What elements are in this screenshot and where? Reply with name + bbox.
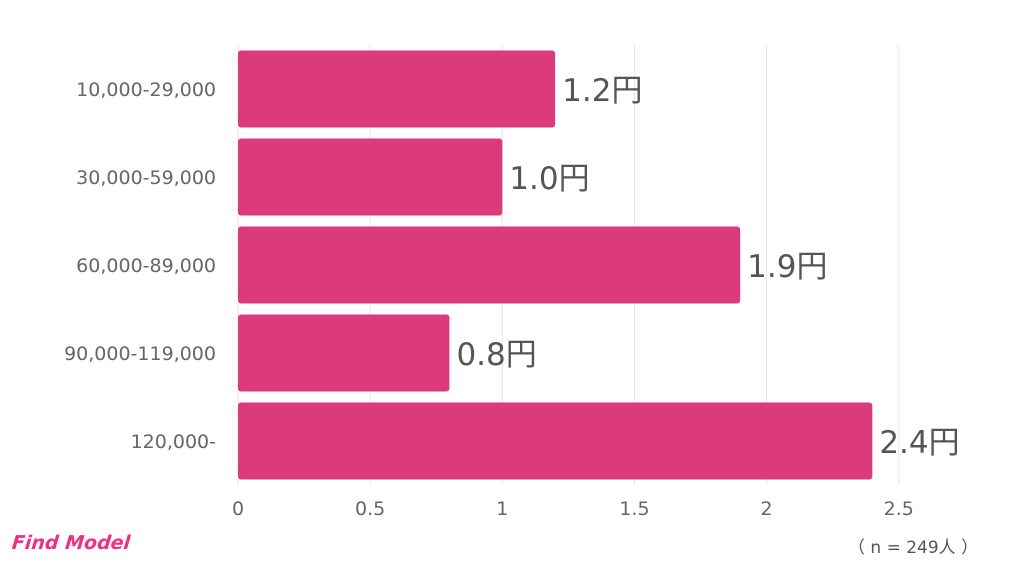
x-axis-ticks: 0 0.5 1 1.5 2 2.5 (232, 498, 914, 520)
value-label: 2.4円 (879, 425, 959, 461)
x-tick-label: 1 (496, 498, 508, 520)
value-label: 0.8円 (456, 337, 536, 373)
value-label: 1.0円 (509, 161, 589, 197)
category-label: 90,000-119,000 (64, 343, 216, 365)
bar (238, 226, 741, 304)
find-model-logo: Find Model (10, 532, 132, 554)
bar (238, 314, 450, 392)
x-tick-label: 0.5 (355, 498, 385, 520)
x-tick-label: 2 (761, 498, 773, 520)
x-tick-label: 0 (232, 498, 244, 520)
x-tick-label: 2.5 (884, 498, 914, 520)
category-label: 120,000- (131, 431, 216, 453)
category-labels: 10,000-29,000 30,000-59,000 60,000-89,000 9… (64, 79, 216, 453)
bar (238, 138, 503, 216)
bars (238, 50, 873, 480)
bar (238, 50, 556, 128)
x-tick-label: 1.5 (619, 498, 649, 520)
sample-size-note: （ n = 249人 ） (848, 538, 979, 558)
value-label: 1.9円 (747, 249, 827, 285)
value-labels: 1.2円 1.0円 1.9円 0.8円 2.4円 (456, 73, 959, 461)
category-label: 60,000-89,000 (76, 255, 216, 277)
category-label: 10,000-29,000 (76, 79, 216, 101)
value-label: 1.2円 (562, 73, 642, 109)
category-label: 30,000-59,000 (76, 167, 216, 189)
bar (238, 402, 873, 480)
